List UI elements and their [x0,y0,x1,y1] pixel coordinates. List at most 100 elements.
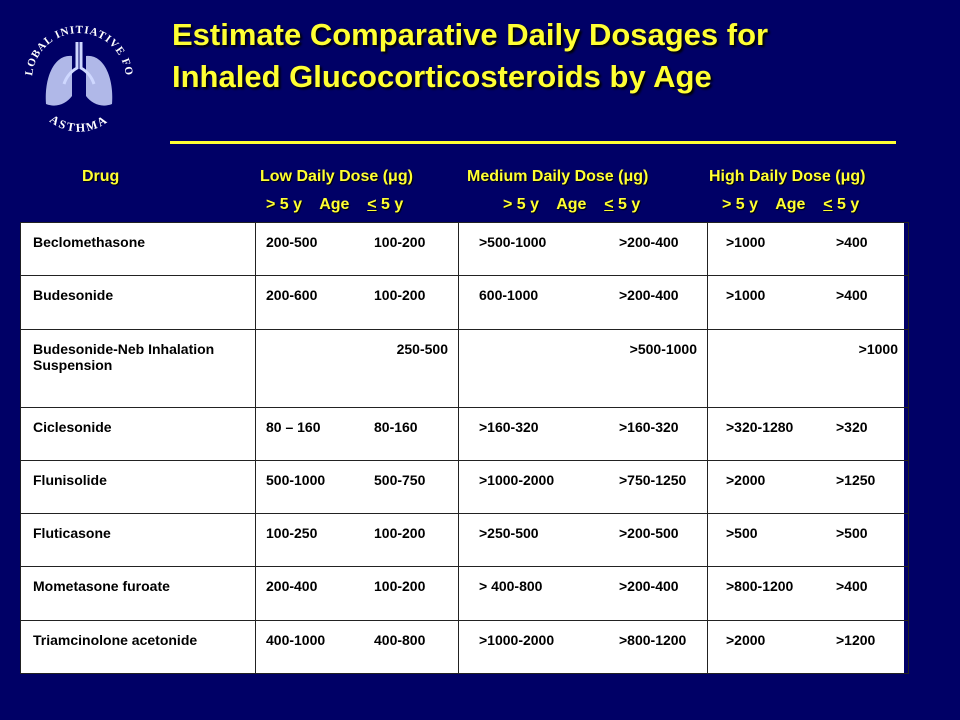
high-dose-under-5: >400 [836,234,868,250]
drug-name-cell: Ciclesonide [20,406,256,461]
drug-name-cell: Beclomethasone [20,221,256,277]
svg-text:GLOBAL INITIATIVE FOR: GLOBAL INITIATIVE FOR [14,8,135,77]
dosage-table: Beclomethasone 200-500 100-200 >500-1000 >20… [20,221,909,675]
medium-dose-cell: >160-320 >160-320 [458,406,708,461]
low-dose-over-5: 80 – 160 [266,418,321,435]
drug-name-cell: Budesonide [20,275,256,330]
header-medium: Medium Daily Dose (μg) [467,168,649,185]
medium-dose-cell: >1000-2000 >800-1200 [458,619,708,675]
medium-dose-cell: >500-1000 [458,328,708,408]
medium-dose-over-5: >1000-2000 [479,631,555,648]
medium-dose-over-5: >500-1000 [479,234,547,250]
header-medium-lt5: < 5 y [604,196,641,213]
lungs-icon [45,42,113,106]
medium-dose-under-5: >200-400 [619,234,679,250]
header-high-ages: > 5 y Age < 5 y [722,196,859,214]
drug-name-cell: Budesonide-Neb Inhalation Suspension [20,328,256,408]
header-low: Low Daily Dose (μg) [260,168,413,185]
table-row: Beclomethasone 200-500 100-200 >500-1000 >20… [20,221,909,277]
medium-dose-under-5: >160-320 [619,418,679,435]
drug-name-cell: Mometasone furoate [20,566,256,621]
low-dose-under-5: 400-800 [374,631,426,648]
logo-bottom-text: ASTHMA [47,112,109,135]
high-dose-cell: >2000 >1200 [707,619,909,675]
header-high-lt5: < 5 y [823,196,860,213]
title-line-2: Inhaled Glucocorticosteroids by Age [172,59,712,94]
lt-symbol: < [604,196,614,213]
high-dose-under-5: >320 [836,418,868,435]
drug-name-cell: Triamcinolone acetonide [20,619,256,675]
header-high-gt5: > 5 y [722,196,759,213]
low-dose-under-5: 500-750 [374,471,426,488]
high-dose-cell: >1000 >400 [707,221,909,277]
medium-dose-over-5: > 400-800 [479,578,543,595]
lt-symbol: < [823,196,833,213]
drug-name-cell: Fluticasone [20,513,256,568]
medium-dose-combined: >500-1000 [629,340,697,357]
low-dose-cell: 80 – 160 80-160 [255,406,459,461]
medium-dose-cell: > 400-800 >200-400 [458,566,708,621]
header-high-age: Age [775,196,806,213]
low-dose-over-5: 400-1000 [266,631,326,648]
high-dose-cell: >1000 >400 [707,275,909,330]
low-dose-cell: 250-500 [255,328,459,408]
medium-dose-cell: >1000-2000 >750-1250 [458,459,708,515]
header-low-gt5: > 5 y [266,196,303,213]
low-dose-under-5: 100-200 [374,234,426,250]
table-row: Flunisolide 500-1000 500-750 >1000-2000 >750… [20,459,909,515]
table-row: Ciclesonide 80 – 160 80-160 >160-320 >160-32… [20,406,909,461]
low-dose-under-5: 100-200 [374,525,426,542]
high-dose-cell: >800-1200 >400 [707,566,909,621]
low-dose-cell: 200-600 100-200 [255,275,459,330]
medium-dose-under-5: >800-1200 [619,631,687,648]
high-dose-under-5: >1200 [836,631,876,648]
low-dose-over-5: 200-400 [266,578,318,595]
header-drug: Drug [82,168,120,185]
high-dose-under-5: >500 [836,525,868,542]
header-medium-gt5: > 5 y [503,196,540,213]
medium-dose-over-5: 600-1000 [479,287,539,304]
header-low-ages: > 5 y Age < 5 y [266,196,403,214]
table-row: Mometasone furoate 200-400 100-200 > 400-80… [20,566,909,621]
medium-dose-under-5: >200-400 [619,578,679,595]
header-medium-ages: > 5 y Age < 5 y [503,196,640,214]
low-dose-over-5: 200-500 [266,234,318,250]
high-dose-cell: >1000 [707,328,909,408]
header-medium-age: Age [556,196,587,213]
medium-dose-cell: 600-1000 >200-400 [458,275,708,330]
high-dose-cell: >500 >500 [707,513,909,568]
high-dose-over-5: >2000 [726,471,766,488]
high-dose-over-5: >500 [726,525,758,542]
high-dose-under-5: >400 [836,578,868,595]
high-dose-over-5: >2000 [726,631,766,648]
title-divider [170,141,896,144]
low-dose-combined: 250-500 [396,340,448,357]
table-row: Budesonide 200-600 100-200 600-1000 >200-400… [20,275,909,330]
low-dose-over-5: 500-1000 [266,471,326,488]
high-dose-over-5: >320-1280 [726,418,794,435]
low-dose-cell: 100-250 100-200 [255,513,459,568]
svg-text:ASTHMA: ASTHMA [47,112,111,135]
logo-top-text: GLOBAL INITIATIVE FOR [14,8,134,77]
header-high: High Daily Dose (μg) [709,168,866,185]
high-dose-cell: >320-1280 >320 [707,406,909,461]
low-dose-cell: 200-500 100-200 [255,221,459,277]
drug-name-cell: Flunisolide [20,459,256,515]
low-dose-under-5: 100-200 [374,578,426,595]
low-dose-over-5: 100-250 [266,525,318,542]
high-dose-over-5: >1000 [726,287,766,304]
high-dose-combined: >1000 [858,340,898,357]
table-row: Fluticasone 100-250 100-200 >250-500 >200-50… [20,513,909,568]
medium-dose-under-5: >750-1250 [619,471,687,488]
header-low-age: Age [319,196,350,213]
low-dose-cell: 500-1000 500-750 [255,459,459,515]
low-dose-cell: 400-1000 400-800 [255,619,459,675]
low-dose-cell: 200-400 100-200 [255,566,459,621]
medium-dose-over-5: >160-320 [479,418,539,435]
table-row: Triamcinolone acetonide 400-1000 400-800 >1… [20,619,909,675]
header-low-lt5: < 5 y [367,196,404,213]
dosage-table-body: Beclomethasone 200-500 100-200 >500-1000 >20… [20,221,909,675]
low-dose-under-5: 100-200 [374,287,426,304]
lt-symbol: < [367,196,377,213]
high-dose-over-5: >800-1200 [726,578,794,595]
